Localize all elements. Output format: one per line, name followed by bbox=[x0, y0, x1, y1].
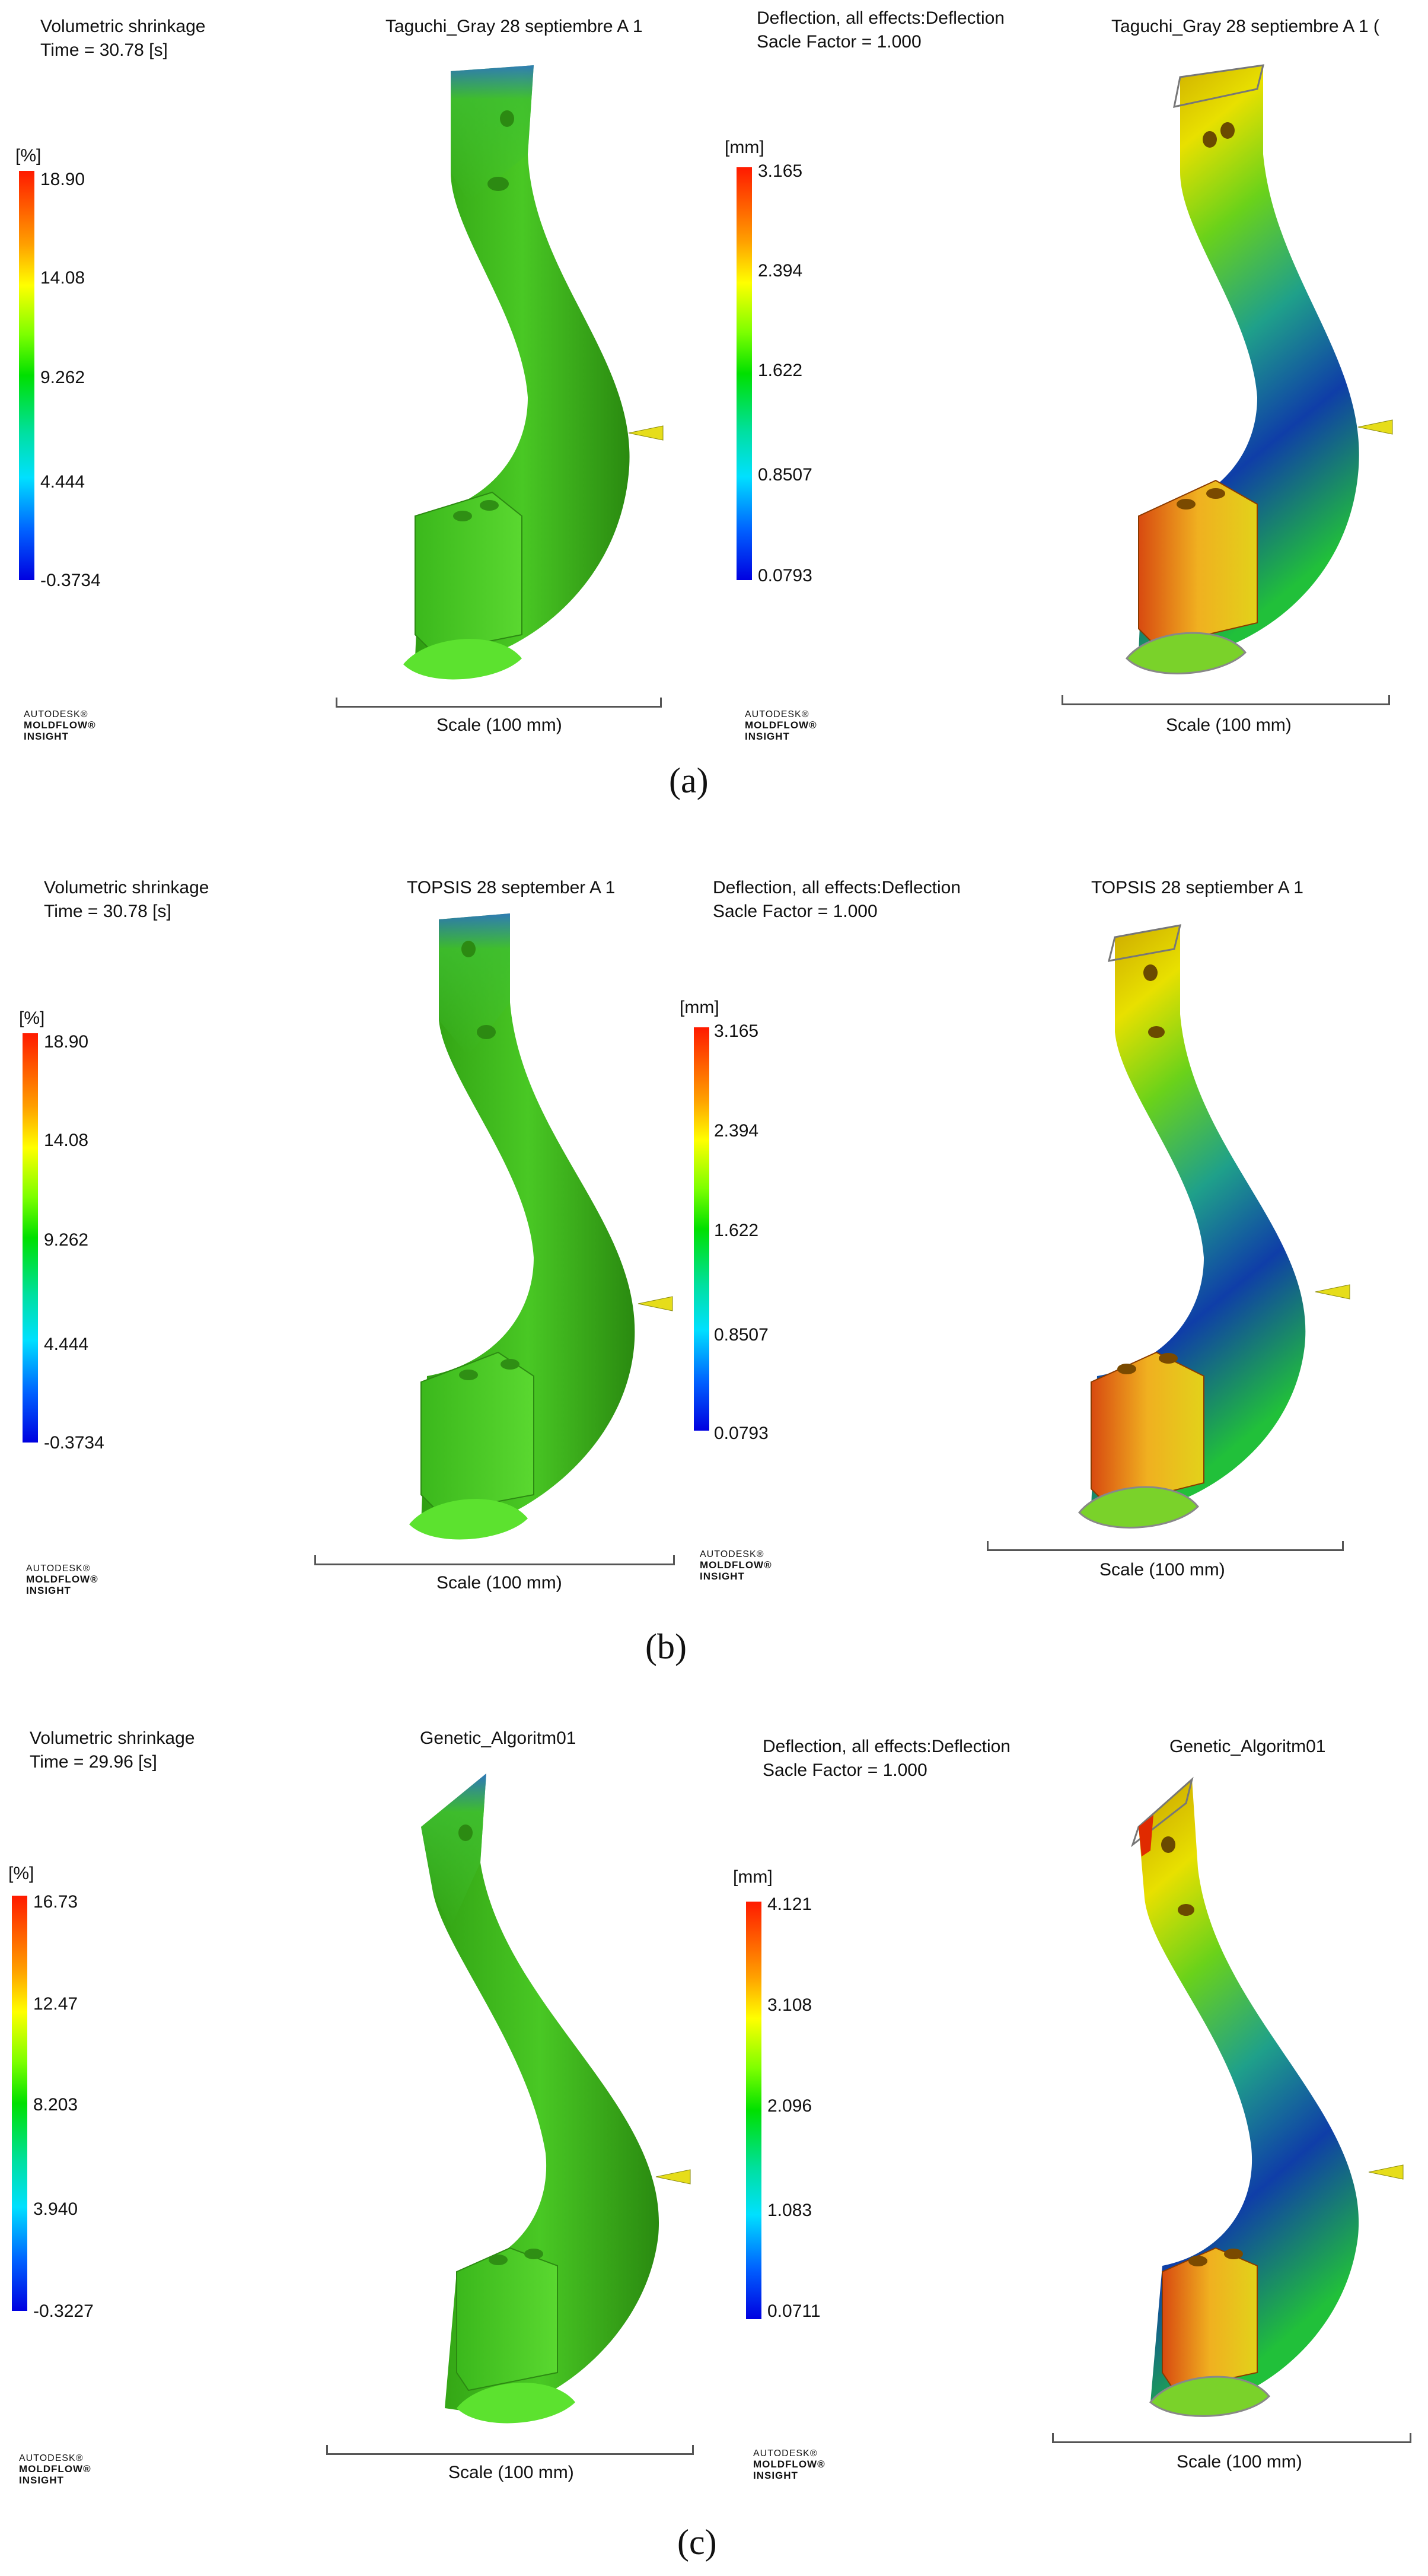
autodesk-logo: AUTODESK® MOLDFLOW® INSIGHT bbox=[24, 709, 96, 742]
panel-title: Volumetric shrinkage bbox=[30, 1728, 195, 1748]
legend-tick: 0.8507 bbox=[714, 1325, 769, 1345]
scale-bar bbox=[326, 2445, 694, 2455]
gate-marker-icon bbox=[1315, 1284, 1350, 1300]
legend-tick: 2.394 bbox=[714, 1121, 759, 1141]
scale-label: Scale (100 mm) bbox=[1099, 1560, 1225, 1580]
autodesk-logo: AUTODESK® MOLDFLOW® INSIGHT bbox=[26, 1564, 98, 1596]
panel-title: Volumetric shrinkage bbox=[44, 878, 209, 897]
shrinkage-part-render bbox=[409, 913, 635, 1540]
figure-caption: (c) bbox=[677, 2523, 717, 2562]
panel-subtitle: Sacle Factor = 1.000 bbox=[713, 902, 878, 921]
panel-subtitle: Sacle Factor = 1.000 bbox=[757, 32, 922, 52]
model-name: Genetic_Algoritm01 bbox=[1169, 1737, 1326, 1756]
autodesk-logo: AUTODESK® MOLDFLOW® INSIGHT bbox=[745, 709, 817, 742]
legend-tick: 3.940 bbox=[33, 2199, 78, 2219]
legend-tick: -0.3734 bbox=[40, 571, 101, 590]
deflection-part-render bbox=[1125, 64, 1359, 674]
legend-tick: 2.096 bbox=[767, 2096, 812, 2116]
legend-tick: 1.083 bbox=[767, 2201, 812, 2220]
legend-tick: -0.3227 bbox=[33, 2301, 94, 2321]
panel-subtitle: Time = 29.96 [s] bbox=[30, 1752, 157, 1772]
legend-tick: 18.90 bbox=[44, 1032, 89, 1052]
legend-unit: [mm] bbox=[680, 998, 719, 1017]
figure-caption: (a) bbox=[669, 761, 709, 800]
legend-color-bar bbox=[12, 1896, 27, 2311]
legend-unit: [mm] bbox=[725, 138, 764, 157]
legend-color-bar bbox=[19, 171, 34, 580]
gate-marker-icon bbox=[1368, 2164, 1404, 2180]
model-name: TOPSIS 28 septiember A 1 bbox=[1091, 878, 1303, 897]
legend-tick: 1.622 bbox=[714, 1221, 759, 1240]
legend-unit: [mm] bbox=[733, 1867, 773, 1887]
scale-label: Scale (100 mm) bbox=[448, 2463, 574, 2482]
panel-title: Deflection, all effects:Deflection bbox=[713, 878, 961, 897]
deflection-part-render bbox=[1078, 924, 1306, 1529]
legend-tick: 14.08 bbox=[40, 268, 85, 288]
scale-label: Scale (100 mm) bbox=[436, 1573, 562, 1593]
legend-tick: -0.3734 bbox=[44, 1433, 104, 1453]
scale-label: Scale (100 mm) bbox=[436, 715, 562, 735]
scale-bar bbox=[336, 698, 662, 708]
legend-tick: 3.165 bbox=[714, 1021, 759, 1041]
legend-tick: 0.0793 bbox=[758, 566, 812, 585]
legend-tick: 2.394 bbox=[758, 261, 803, 281]
legend-tick: 18.90 bbox=[40, 170, 85, 189]
legend-color-bar bbox=[694, 1027, 709, 1431]
shrinkage-part-render bbox=[403, 65, 630, 680]
model-name: TOPSIS 28 september A 1 bbox=[407, 878, 616, 897]
legend-unit: [%] bbox=[8, 1864, 34, 1883]
panel-subtitle: Sacle Factor = 1.000 bbox=[763, 1760, 927, 1780]
scale-label: Scale (100 mm) bbox=[1166, 715, 1292, 735]
autodesk-logo: AUTODESK® MOLDFLOW® INSIGHT bbox=[700, 1549, 772, 1582]
panel-title: Deflection, all effects:Deflection bbox=[757, 8, 1005, 28]
legend-tick: 4.444 bbox=[44, 1335, 89, 1354]
panel-subtitle: Time = 30.78 [s] bbox=[44, 902, 171, 921]
scale-bar bbox=[314, 1555, 675, 1565]
legend-tick: 0.0711 bbox=[767, 2301, 821, 2321]
legend-tick: 8.203 bbox=[33, 2095, 78, 2115]
model-name: Taguchi_Gray 28 septiembre A 1 bbox=[385, 17, 643, 36]
legend-color-bar bbox=[737, 167, 752, 580]
legend-color-bar bbox=[23, 1033, 38, 1443]
shrinkage-part-render bbox=[421, 1773, 659, 2424]
model-name: Taguchi_Gray 28 septiembre A 1 ( bbox=[1111, 17, 1379, 36]
panel-subtitle: Time = 30.78 [s] bbox=[40, 40, 168, 60]
figure-caption: (b) bbox=[645, 1627, 687, 1666]
legend-tick: 3.165 bbox=[758, 161, 803, 181]
legend-tick: 12.47 bbox=[33, 1994, 78, 2014]
autodesk-logo: AUTODESK® MOLDFLOW® INSIGHT bbox=[753, 2448, 825, 2481]
scale-label: Scale (100 mm) bbox=[1177, 2452, 1302, 2472]
panel-title: Volumetric shrinkage bbox=[40, 17, 206, 36]
legend-tick: 0.8507 bbox=[758, 465, 812, 485]
model-name: Genetic_Algoritm01 bbox=[420, 1728, 576, 1748]
legend-tick: 0.0793 bbox=[714, 1424, 769, 1443]
scale-bar bbox=[1052, 2433, 1411, 2443]
scale-bar bbox=[1062, 695, 1390, 705]
legend-tick: 9.262 bbox=[40, 368, 85, 387]
deflection-part-render bbox=[1131, 1776, 1359, 2417]
legend-color-bar bbox=[746, 1902, 761, 2319]
legend-tick: 3.108 bbox=[767, 1995, 812, 2015]
scale-bar bbox=[987, 1541, 1344, 1551]
legend-tick: 4.444 bbox=[40, 472, 85, 492]
legend-tick: 1.622 bbox=[758, 361, 803, 380]
gate-marker-icon bbox=[628, 425, 664, 441]
legend-tick: 14.08 bbox=[44, 1131, 89, 1150]
legend-unit: [%] bbox=[19, 1008, 45, 1028]
panel-title: Deflection, all effects:Deflection bbox=[763, 1737, 1011, 1756]
gate-marker-icon bbox=[638, 1296, 673, 1311]
gate-marker-icon bbox=[655, 2169, 691, 2185]
legend-tick: 16.73 bbox=[33, 1892, 78, 1912]
legend-tick: 9.262 bbox=[44, 1230, 89, 1250]
legend-unit: [%] bbox=[15, 146, 42, 165]
gate-marker-icon bbox=[1357, 419, 1393, 435]
legend-tick: 4.121 bbox=[767, 1894, 812, 1914]
autodesk-logo: AUTODESK® MOLDFLOW® INSIGHT bbox=[19, 2453, 91, 2486]
